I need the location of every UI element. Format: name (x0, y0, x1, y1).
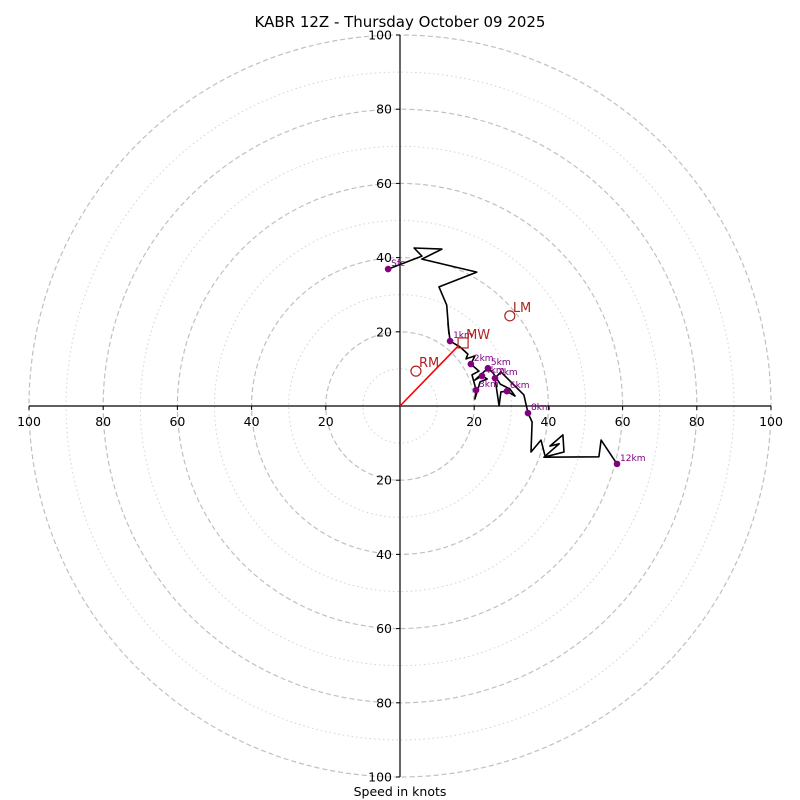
x-tick-label: 60 (169, 414, 185, 429)
x-tick-label: 20 (318, 414, 334, 429)
height-marker-sfc-label: Sfc (391, 259, 405, 269)
shear-vector-line (399, 345, 459, 407)
height-marker-2km-label: 2km (474, 354, 494, 364)
y-tick-label: 20 (376, 324, 392, 339)
y-tick-label: 20 (376, 473, 392, 488)
storm-motion-rm-label: RM (419, 356, 439, 371)
height-marker-sfc (384, 265, 392, 273)
height-marker-2km (467, 360, 475, 368)
height-marker-12km (613, 460, 621, 468)
height-marker-5km-label: 5km (491, 358, 511, 368)
height-marker-4km (478, 372, 486, 380)
height-marker-8km (524, 409, 532, 417)
height-marker-4km-label: 4km (485, 366, 505, 376)
x-tick-label: 80 (689, 414, 705, 429)
height-marker-7km (491, 374, 499, 382)
height-marker-1km (446, 337, 454, 345)
shear-vector (399, 345, 459, 407)
y-tick-label: 60 (376, 176, 392, 191)
height-marker-6km-label: 6km (510, 381, 530, 391)
y-tick-label: 40 (376, 250, 392, 265)
y-tick-label: 80 (376, 102, 392, 117)
storm-motion-mw-label: MW (466, 328, 490, 343)
storm-motion-lm-label: LM (513, 301, 531, 316)
storm-motion-rm-marker (410, 365, 422, 377)
x-tick-label: 40 (540, 414, 556, 429)
y-tick-label: 100 (368, 770, 392, 785)
x-tick-label: 60 (615, 414, 631, 429)
height-marker-8km-label: 8km (531, 403, 551, 413)
height-marker-5km (484, 364, 492, 372)
height-marker-3km (472, 386, 480, 394)
storm-motion-mw-marker (457, 337, 469, 349)
x-tick-label: 80 (95, 414, 111, 429)
x-tick-label: 100 (17, 414, 41, 429)
height-marker-6km (503, 387, 511, 395)
storm-motion-lm-marker (504, 310, 516, 322)
x-axis-label: Speed in knots (354, 784, 447, 799)
height-marker-3km-label: 3km (479, 380, 499, 390)
x-tick-label: 20 (466, 414, 482, 429)
x-tick-label: 100 (759, 414, 783, 429)
y-tick-label: 100 (368, 28, 392, 43)
storm-motion-markers: RM LM MW (410, 301, 531, 377)
y-tick-label: 80 (376, 695, 392, 710)
y-tick-label: 40 (376, 547, 392, 562)
chart-title: KABR 12Z - Thursday October 09 2025 (255, 13, 546, 31)
y-tick-label: 60 (376, 621, 392, 636)
height-marker-12km-label: 12km (620, 454, 645, 464)
tick-labels: 100 80 60 40 20 20 40 60 80 100 100 80 60 40 20 20 40 60 8… (17, 28, 783, 785)
x-tick-label: 40 (244, 414, 260, 429)
height-marker-1km-label: 1km (453, 331, 473, 341)
height-marker-7km-label: 7km (498, 368, 518, 378)
